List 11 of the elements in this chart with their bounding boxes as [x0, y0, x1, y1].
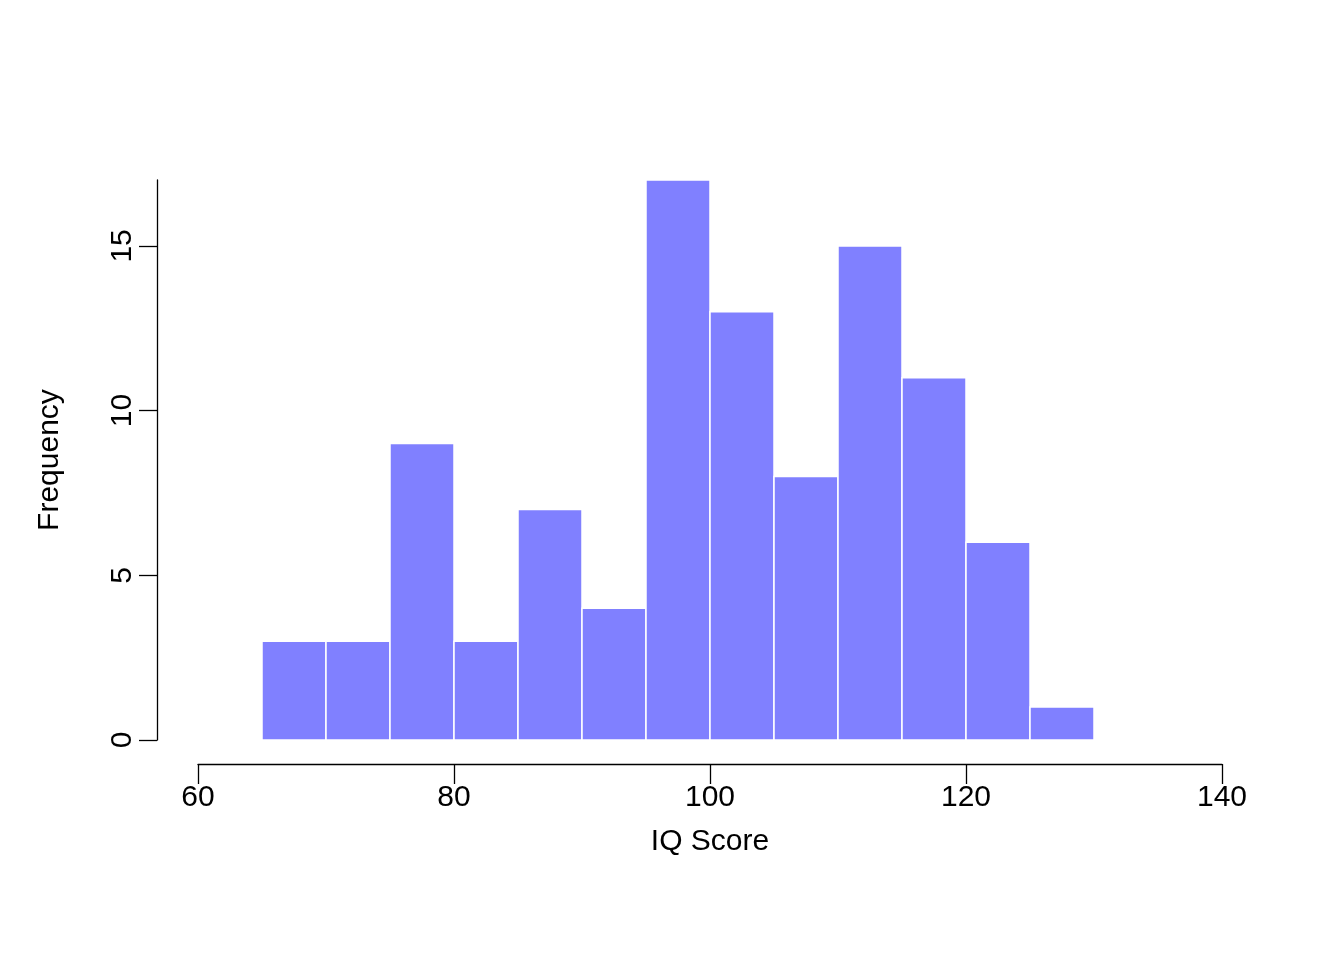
x-tick-label: 60: [181, 778, 215, 812]
y-tick-label: 0: [103, 731, 137, 749]
y-tick-label: 5: [103, 566, 137, 584]
y-axis-title: Frequency: [30, 389, 64, 531]
x-tick-label: 120: [940, 778, 992, 812]
y-tick-label: 15: [103, 229, 137, 263]
x-tick-label: 140: [1196, 778, 1248, 812]
x-axis-title: IQ Score: [650, 822, 770, 856]
y-tick-label: 10: [103, 393, 137, 428]
x-tick-label: 80: [437, 778, 471, 812]
x-tick-label: 100: [684, 778, 736, 812]
